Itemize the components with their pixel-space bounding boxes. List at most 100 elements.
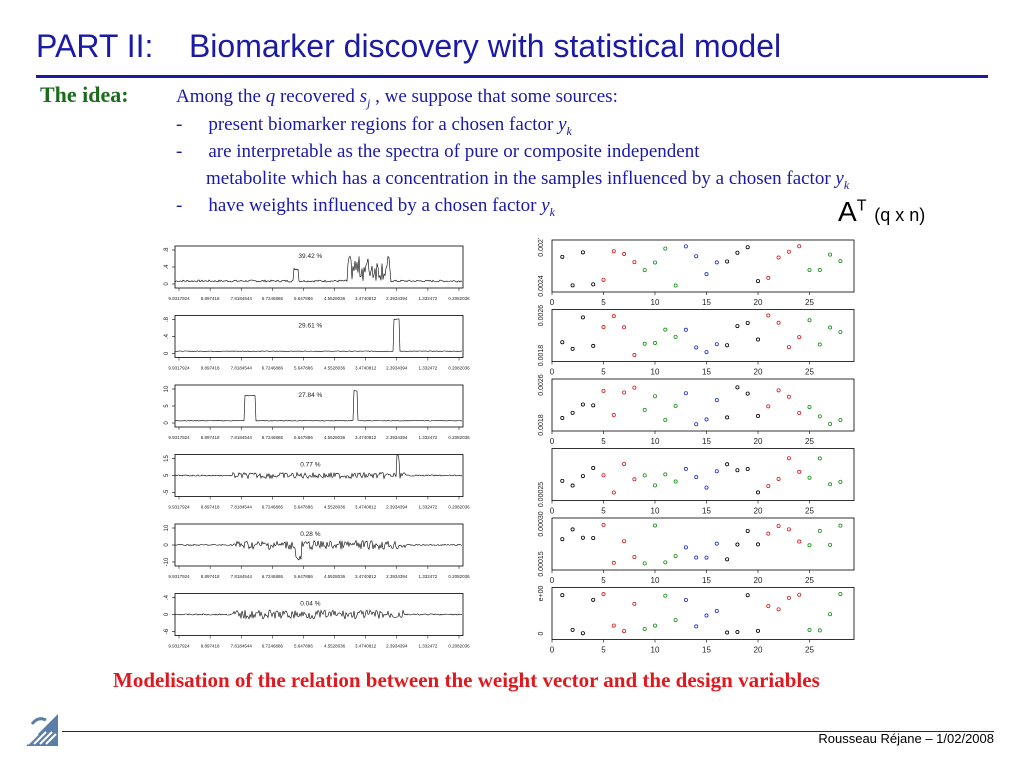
x-tick-label: 0 [550, 576, 555, 585]
weight-point [652, 260, 657, 265]
weight-point [560, 537, 565, 542]
weight-point [756, 628, 761, 633]
weight-point [663, 327, 668, 332]
weight-point [807, 267, 812, 272]
spectrum-trace [174, 609, 463, 620]
weight-point [663, 246, 668, 251]
x-tick-label: 4.5528036 [324, 644, 346, 649]
weight-point [652, 523, 657, 528]
y-tick-label: .4 [164, 264, 170, 270]
weight-point [601, 277, 606, 282]
weight-point [786, 345, 791, 350]
weight-point [838, 523, 843, 528]
x-tick-label: 5 [601, 507, 606, 516]
weight-point [766, 313, 771, 318]
weight-point [570, 483, 575, 488]
weight-point [735, 468, 740, 473]
weight-point [591, 282, 596, 287]
x-tick-label: 25 [805, 576, 814, 585]
title-underline [36, 75, 988, 78]
weight-point [786, 456, 791, 461]
x-tick-label: 0 [550, 507, 555, 516]
weight-point [601, 592, 606, 597]
x-tick-label: 10 [651, 298, 660, 307]
weight-point [776, 320, 781, 325]
weight-point [807, 543, 812, 548]
weight-point [580, 402, 585, 407]
x-tick-label: 9.9317924 [168, 644, 190, 649]
x-tick-label: 15 [702, 507, 711, 516]
weight-point [673, 334, 678, 339]
x-tick-label: 5.647886 [294, 574, 313, 579]
weight-point [683, 391, 688, 396]
weight-point [632, 353, 637, 358]
weight-point [580, 250, 585, 255]
x-tick-label: 4.5528036 [324, 574, 346, 579]
weight-point [766, 404, 771, 409]
x-tick-label: 6.7246886 [262, 644, 284, 649]
weight-point [745, 391, 750, 396]
spectrum-trace [174, 318, 463, 352]
weight-point [745, 528, 750, 533]
weight-point [560, 254, 565, 259]
weight-point [807, 628, 812, 633]
weight-point [601, 522, 606, 527]
weight-point [807, 404, 812, 409]
x-tick-label: 8.897418 [201, 644, 220, 649]
weight-point [776, 607, 781, 612]
weight-point [673, 479, 678, 484]
weight-point [807, 318, 812, 323]
weight-point [683, 545, 688, 550]
weight-point [560, 340, 565, 345]
weight-point [817, 414, 822, 419]
y-tick-label: 0.0018 [538, 345, 545, 367]
weight-point [745, 245, 750, 250]
weight-point [611, 314, 616, 319]
x-tick-label: 4.5528036 [324, 296, 346, 301]
y-tick-label: .8 [164, 316, 170, 322]
weight-point [642, 407, 647, 412]
x-tick-label: 0.2082036 [448, 574, 470, 579]
x-tick-label: 1.332472 [418, 505, 437, 510]
x-tick-label: 0.2082036 [448, 366, 470, 371]
x-tick-label: 8.897418 [201, 574, 220, 579]
weight-point [570, 627, 575, 632]
weight-point [725, 259, 730, 264]
bullet-1: - present biomarker regions for a chosen … [176, 114, 572, 138]
spectrum-trace [174, 390, 463, 422]
weight-point [704, 555, 709, 560]
weight-point [714, 342, 719, 347]
y-tick-label: .8 [164, 247, 170, 253]
weight-point [735, 542, 740, 547]
weight-point [673, 403, 678, 408]
variance-percent-label: 29.61 % [298, 323, 322, 330]
x-tick-label: 1.332472 [418, 644, 437, 649]
weight-point [632, 554, 637, 559]
x-tick-label: 9.9317924 [168, 435, 190, 440]
x-tick-label: 3.4740812 [355, 296, 377, 301]
weight-point [786, 249, 791, 254]
weight-point [642, 473, 647, 478]
weight-point [622, 390, 627, 395]
weight-point [580, 315, 585, 320]
x-tick-label: 5.647886 [294, 505, 313, 510]
weight-point [725, 630, 730, 635]
x-tick-label: 2.3934394 [386, 574, 408, 579]
y-tick-label: 0.0018 [538, 414, 545, 436]
weight-point [776, 255, 781, 260]
weight-point [745, 593, 750, 598]
weight-point [652, 394, 657, 399]
x-tick-label: 7.8184544 [231, 644, 253, 649]
university-logo-icon [26, 714, 58, 746]
x-tick-label: 9.9317924 [168, 296, 190, 301]
y-tick-label: -6 [164, 628, 170, 634]
weight-point [694, 345, 699, 350]
y-tick-label: 0 [164, 421, 170, 425]
x-tick-label: 3.4740812 [355, 505, 377, 510]
y-tick-label: 0 [164, 282, 170, 286]
x-tick-label: 20 [754, 437, 763, 446]
x-tick-label: 6.7246886 [262, 574, 284, 579]
weight-point [622, 539, 627, 544]
weight-point [714, 469, 719, 474]
x-tick-label: 4.5528036 [324, 435, 346, 440]
